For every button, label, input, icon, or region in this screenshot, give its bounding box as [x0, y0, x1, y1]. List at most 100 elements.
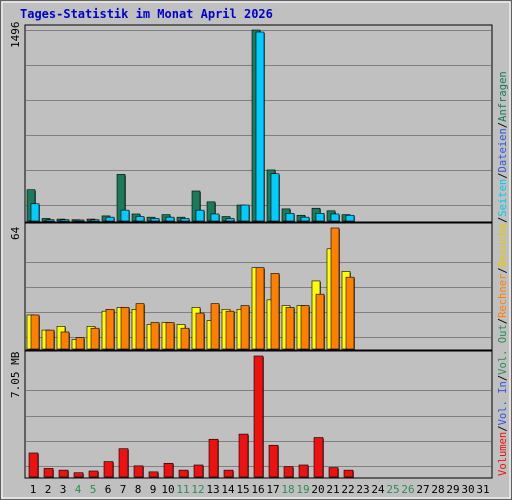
volume-bar-volumen-day-21: [328, 467, 339, 478]
bottom-scale-label: 7.05 MB: [9, 351, 22, 398]
day-label-8: 8: [135, 483, 142, 496]
visits-bar-rechner-day-13: [210, 303, 220, 350]
visits-bar-rechner-day-11: [180, 327, 190, 350]
day-label-14: 14: [221, 483, 235, 496]
volume-bar-volumen-day-8: [133, 465, 144, 478]
volume-bar-volumen-day-17: [268, 444, 279, 478]
day-label-15: 15: [236, 483, 249, 496]
requests-bar-dateien-day-15: [240, 204, 250, 222]
legend-vol-out: Vol. Out: [497, 324, 509, 375]
legend-separator: /: [497, 318, 509, 324]
visits-bar-rechner-day-5: [90, 327, 100, 350]
requests-bar-dateien-day-11: [180, 218, 190, 222]
day-label-9: 9: [150, 483, 157, 496]
visits-bar-rechner-day-12: [195, 312, 205, 350]
requests-bar-dateien-day-20: [315, 213, 325, 222]
requests-bar-dateien-day-9: [150, 218, 160, 222]
requests-bar-dateien-day-19: [300, 216, 310, 222]
day-label-2: 2: [45, 483, 52, 496]
day-label-24: 24: [371, 483, 385, 496]
volume-bar-volumen-day-2: [43, 468, 54, 478]
visits-bar-rechner-day-17: [270, 273, 280, 350]
volume-bar-volumen-day-3: [58, 469, 69, 478]
requests-bar-dateien-day-6: [105, 216, 115, 222]
legend-rechner: Rechner: [497, 274, 509, 318]
visits-bar-rechner-day-9: [150, 322, 160, 350]
requests-bar-dateien-day-18: [285, 213, 295, 222]
day-label-22: 22: [341, 483, 354, 496]
volume-bar-volumen-day-10: [163, 462, 174, 478]
requests-bar-shadow: [47, 220, 55, 222]
volume-bar-volumen-day-9: [148, 471, 159, 478]
visits-bar-rechner-day-2: [45, 329, 55, 350]
day-label-19: 19: [296, 483, 309, 496]
visits-bar-rechner-day-19: [300, 305, 310, 350]
volume-bar-volumen-day-16: [253, 355, 264, 478]
volume-bar-volumen-day-6: [103, 461, 114, 478]
day-label-21: 21: [326, 483, 339, 496]
day-label-6: 6: [105, 483, 112, 496]
day-labels: 1 2 3 4 5 6 7 8 9 10 11 12 13 14 15 16 17 18 19 20 21 22 23 24 2…: [30, 483, 490, 496]
requests-bar-dateien-day-3: [60, 219, 70, 222]
volume-bar-volumen-day-1: [28, 452, 39, 478]
legend-volumen: Volumen: [497, 432, 509, 476]
day-label-13: 13: [206, 483, 219, 496]
requests-bar-dateien-day-2: [45, 219, 55, 222]
day-label-31: 31: [476, 483, 489, 496]
legend-separator: /: [497, 122, 509, 128]
day-label-11: 11: [176, 483, 189, 496]
day-label-17: 17: [266, 483, 279, 496]
requests-bar-dateien-day-16: [255, 31, 265, 222]
requests-bar-dateien-day-8: [135, 216, 145, 222]
day-label-25: 25: [386, 483, 399, 496]
volume-bar-volumen-day-7: [118, 448, 129, 478]
visits-bar-rechner-day-1: [30, 314, 40, 350]
requests-bar-dateien-day-17: [270, 173, 280, 222]
visits-bar-rechner-day-22: [345, 276, 355, 350]
legend-separator: /: [497, 217, 509, 223]
legend-dateien: Dateien: [497, 128, 509, 172]
day-label-16: 16: [251, 483, 264, 496]
volume-bar-volumen-day-13: [208, 438, 219, 478]
day-label-1: 1: [30, 483, 37, 496]
visits-bar-rechner-day-3: [60, 331, 70, 350]
volume-bar-volumen-day-11: [178, 469, 189, 478]
legend-besuche: Besuche: [497, 223, 509, 267]
volume-bar-volumen-day-14: [223, 469, 234, 478]
legend-separator: /: [497, 425, 509, 431]
requests-bar-dateien-day-7: [120, 209, 130, 222]
requests-bar-dateien-day-13: [210, 213, 220, 222]
volume-bar-volumen-day-12: [193, 464, 204, 478]
requests-bar-dateien-day-14: [225, 218, 235, 222]
day-label-20: 20: [311, 483, 324, 496]
legend-separator: /: [497, 267, 509, 273]
requests-bar-dateien-day-5: [90, 219, 100, 222]
day-label-7: 7: [120, 483, 127, 496]
visits-bar-rechner-day-8: [135, 303, 145, 350]
visits-bar-rechner-day-7: [120, 307, 130, 350]
requests-bar-dateien-day-1: [30, 203, 40, 222]
requests-bar-shadow: [77, 220, 85, 222]
requests-bar-shadow: [92, 220, 100, 222]
day-label-4: 4: [75, 483, 82, 496]
bar-marks: [26, 29, 355, 478]
day-label-5: 5: [90, 483, 97, 496]
legend: Volumen/Vol. In/Vol. Out/Rechner/Besuche…: [497, 71, 509, 476]
day-label-3: 3: [60, 483, 67, 496]
legend-separator: /: [497, 172, 509, 178]
day-label-28: 28: [431, 483, 444, 496]
top-scale-label: 1496: [9, 22, 22, 49]
day-label-26: 26: [401, 483, 414, 496]
requests-bar-dateien-day-21: [330, 213, 340, 222]
volume-bar-volumen-day-5: [88, 470, 99, 478]
visits-bar-rechner-day-18: [285, 307, 295, 350]
day-label-10: 10: [161, 483, 174, 496]
volume-bar-volumen-day-22: [343, 469, 354, 478]
chart-title: Tages-Statistik im Monat April 2026: [20, 7, 273, 21]
volume-bar-volumen-day-18: [283, 466, 294, 478]
volume-bar-volumen-day-15: [238, 433, 249, 478]
volume-bar-volumen-day-20: [313, 437, 324, 478]
visits-bar-rechner-day-21: [330, 227, 340, 350]
